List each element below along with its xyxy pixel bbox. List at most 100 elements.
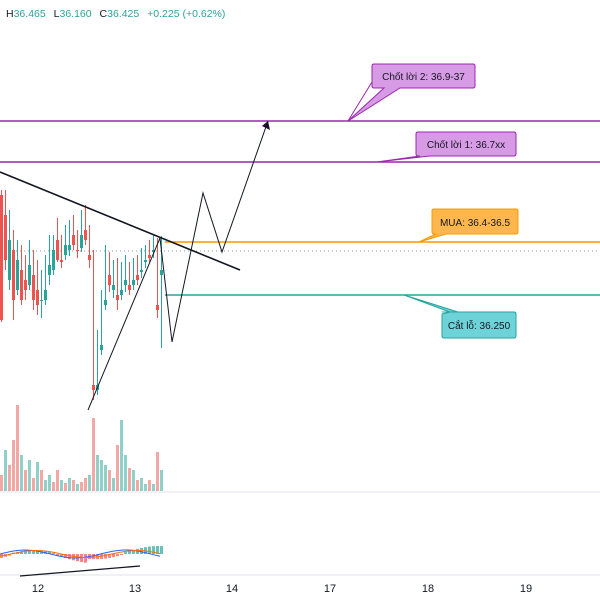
x-axis-tick-label: 17 <box>324 583 336 595</box>
volume-bar <box>16 405 19 491</box>
volume-bar <box>92 418 95 491</box>
candle-body <box>24 280 27 290</box>
oscillator-bar <box>112 554 115 558</box>
volume-bar <box>32 478 35 491</box>
candle-body <box>52 250 55 270</box>
candle-body <box>8 240 11 280</box>
divergence-line <box>19 565 141 577</box>
x-axis-tick-label: 19 <box>520 583 532 595</box>
candle-body <box>148 255 151 258</box>
volume-bar <box>156 452 159 491</box>
oscillator-bar <box>124 552 127 554</box>
candle-body <box>112 285 115 290</box>
candle-body <box>100 345 103 350</box>
volume-bar <box>136 480 139 491</box>
oscillator-bar <box>36 550 39 554</box>
x-axis-tick-label: 13 <box>129 583 141 595</box>
candle-body <box>156 305 159 310</box>
callout-buy-label: MUA: 36.4-36.5 <box>440 218 510 229</box>
volume-bar <box>48 475 51 491</box>
volume-bar <box>44 480 47 491</box>
oscillator-bar <box>92 554 95 560</box>
volume-bar <box>160 470 163 491</box>
candle-body <box>104 300 107 305</box>
candle-body <box>84 230 87 240</box>
candle-body <box>44 290 47 300</box>
oscillator-bar <box>56 554 59 556</box>
volume-bar <box>96 455 99 491</box>
projected-price-path <box>159 120 269 343</box>
descending-trendline[interactable] <box>0 171 241 271</box>
candle-body <box>108 275 111 285</box>
volume-bar <box>4 450 7 491</box>
volume-bar <box>112 478 115 491</box>
candle-body <box>120 290 123 295</box>
callout-take-profit-2-label: Chốt lời 2: 36.9-37 <box>382 71 465 83</box>
x-axis-tick-label: 18 <box>422 583 434 595</box>
volume-bar <box>108 470 111 491</box>
callout-take-profit-2[interactable]: Chốt lời 2: 36.9-37 <box>347 63 476 122</box>
volume-bar <box>120 420 123 491</box>
candle-body <box>132 280 135 285</box>
ohlc-readout: H36.465 L36.160 C36.425 +0.225 (+0.62%) <box>6 8 225 20</box>
oscillator-bar <box>156 546 159 554</box>
oscillator-bar <box>116 554 119 557</box>
callout-take-profit-1[interactable]: Chốt lời 1: 36.7xx <box>376 131 517 163</box>
candle-body <box>20 270 23 300</box>
candle-body <box>144 260 147 262</box>
candle-body <box>136 275 139 280</box>
x-axis-tick-label: 12 <box>32 583 44 595</box>
oscillator-bar <box>84 554 87 563</box>
oscillator-bar <box>120 554 123 556</box>
volume-bar <box>104 465 107 491</box>
callout-buy[interactable]: MUA: 36.4-36.5 <box>418 208 519 243</box>
candle-body <box>124 280 127 285</box>
volume-bars <box>0 405 163 491</box>
candle-body <box>28 265 31 285</box>
candle-body <box>140 270 143 272</box>
oscillator-bar <box>72 554 75 561</box>
ascending-trendline[interactable] <box>87 237 161 411</box>
volume-bar <box>60 480 63 491</box>
candle-body <box>128 285 131 290</box>
volume-bar <box>68 478 71 491</box>
candle-body <box>92 385 95 390</box>
oscillator-bar <box>148 546 151 554</box>
candle-body <box>76 250 79 251</box>
oscillator-bar <box>60 554 63 558</box>
volume-bar <box>144 484 147 491</box>
oscillator-bar <box>20 551 23 554</box>
candle-body <box>56 240 59 260</box>
oscillator-bar <box>52 552 55 554</box>
oscillator-bar <box>152 546 155 554</box>
volume-bar <box>84 478 87 491</box>
candle-body <box>16 260 19 290</box>
candle-body <box>68 245 71 250</box>
oscillator-bar <box>104 554 107 559</box>
volume-bar <box>40 470 43 491</box>
candle-body <box>0 195 3 320</box>
oscillator-bar <box>132 549 135 554</box>
oscillator-bar <box>160 546 163 554</box>
volume-bar <box>140 478 143 491</box>
volume-bar <box>76 484 79 491</box>
oscillator-bar <box>32 550 35 554</box>
oscillator-pane <box>0 546 163 563</box>
oscillator-bar <box>28 550 31 554</box>
volume-bar <box>52 482 55 491</box>
callout-stop-loss[interactable]: Cắt lỗ: 36.250 <box>403 294 517 339</box>
candle-body <box>80 235 83 248</box>
oscillator-bar <box>68 554 71 560</box>
candlesticks <box>0 190 163 400</box>
volume-bar <box>28 460 31 491</box>
candle-body <box>12 250 15 300</box>
volume-bar <box>116 445 119 491</box>
volume-bar <box>20 455 23 491</box>
candle-body <box>32 275 35 300</box>
candle-body <box>36 290 39 305</box>
oscillator-bar <box>128 550 131 554</box>
candle-body <box>40 300 43 301</box>
volume-bar <box>152 484 155 491</box>
